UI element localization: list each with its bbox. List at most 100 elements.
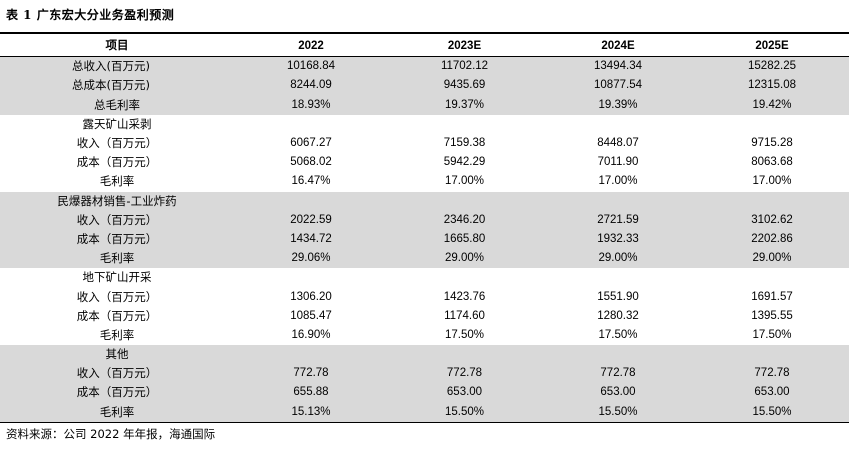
value-cell: 653.00 <box>541 383 695 403</box>
table-row: 总成本(百万元) 8244.09 9435.69 10877.54 12315.08 <box>0 76 849 96</box>
value-cell <box>695 115 849 134</box>
value-cell: 29.00% <box>541 249 695 269</box>
value-cell: 29.00% <box>388 249 541 269</box>
row-label: 毛利率 <box>0 249 234 269</box>
section-row: 民爆器材销售-工业炸药 <box>0 191 849 211</box>
bottom-rule <box>0 422 849 423</box>
value-cell: 5068.02 <box>290 156 332 169</box>
value-cell <box>234 268 388 287</box>
value-cell: 772.78 <box>541 364 695 384</box>
row-label: 收入（百万元） <box>76 136 158 151</box>
value-cell: 15.50% <box>541 402 695 422</box>
value-cell: 17.50% <box>444 328 484 341</box>
value-cell <box>541 268 695 287</box>
value-cell: 16.90% <box>291 328 331 341</box>
section-row: 露天矿山采剥 <box>0 115 849 134</box>
section-row: 地下矿山开采 <box>0 268 849 287</box>
header-cell-2022: 2022 <box>234 37 388 58</box>
table-row: 成本（百万元） 1434.72 1665.80 1932.33 2202.86 <box>0 229 849 250</box>
value-cell <box>695 268 849 287</box>
value-cell: 9435.69 <box>388 76 541 96</box>
row-label: 收入（百万元） <box>76 289 158 304</box>
value-cell <box>541 115 695 134</box>
header-cell-2023e: 2023E <box>388 37 541 58</box>
value-cell: 9715.28 <box>751 137 793 150</box>
table-row: 毛利率 16.47% 17.00% 17.00% 17.00% <box>0 172 849 191</box>
row-label: 总成本(百万元) <box>0 76 234 96</box>
value-cell: 1551.90 <box>597 290 639 303</box>
value-cell: 2721.59 <box>541 210 695 230</box>
value-cell: 1174.60 <box>444 309 485 322</box>
value-cell: 655.88 <box>234 383 388 403</box>
row-label: 成本（百万元） <box>76 155 158 170</box>
value-cell: 19.37% <box>388 95 541 115</box>
value-cell <box>234 345 388 365</box>
value-cell: 1395.55 <box>751 309 793 322</box>
table-row: 成本（百万元） 1085.47 1174.60 1280.32 1395.55 <box>0 307 849 326</box>
table-row: 收入（百万元） 772.78 772.78 772.78 772.78 <box>0 364 849 384</box>
value-cell: 1932.33 <box>541 229 695 250</box>
value-cell <box>388 345 541 365</box>
row-label: 成本（百万元） <box>76 308 158 323</box>
value-cell: 5942.29 <box>443 156 486 169</box>
value-cell: 29.00% <box>695 249 849 269</box>
value-cell <box>541 191 695 211</box>
value-cell: 19.39% <box>541 95 695 115</box>
value-cell <box>541 345 695 365</box>
value-cell: 6067.27 <box>290 137 332 150</box>
value-cell: 1434.72 <box>234 229 388 250</box>
table-row: 成本（百万元） 655.88 653.00 653.00 653.00 <box>0 383 849 403</box>
row-label: 成本（百万元） <box>0 229 234 250</box>
table-row: 总收入(百万元) 10168.84 11702.12 13494.34 15282.25 <box>0 56 849 77</box>
header-cell-2024e: 2024E <box>541 37 695 58</box>
row-label: 露天矿山采剥 <box>82 116 152 131</box>
table-row: 收入（百万元） 2022.59 2346.20 2721.59 3102.62 <box>0 210 849 230</box>
row-label: 总毛利率 <box>0 95 234 115</box>
value-cell: 653.00 <box>695 383 849 403</box>
value-cell: 15.13% <box>234 402 388 422</box>
value-cell: 7159.38 <box>443 137 486 150</box>
value-cell: 2202.86 <box>695 229 849 250</box>
table-row: 总毛利率 18.93% 19.37% 19.39% 19.42% <box>0 95 849 115</box>
header-cell-item: 项目 <box>0 37 234 58</box>
value-cell <box>695 191 849 211</box>
row-label: 地下矿山开采 <box>82 270 152 285</box>
row-label: 毛利率 <box>99 327 135 342</box>
value-cell <box>388 268 541 287</box>
value-cell <box>234 115 388 134</box>
table-row: 收入（百万元） 1306.20 1423.76 1551.90 1691.57 <box>0 287 849 306</box>
value-cell: 16.47% <box>291 175 331 188</box>
value-cell: 1423.76 <box>443 290 486 303</box>
top-rule <box>0 32 849 34</box>
value-cell: 13494.34 <box>541 56 695 77</box>
row-label: 成本（百万元） <box>0 383 234 403</box>
value-cell: 8448.07 <box>597 137 639 150</box>
row-label: 收入（百万元） <box>0 364 234 384</box>
row-label: 其他 <box>0 345 234 365</box>
value-cell: 15.50% <box>695 402 849 422</box>
value-cell: 8244.09 <box>234 76 388 96</box>
section-row: 其他 <box>0 345 849 365</box>
value-cell: 7011.90 <box>597 156 639 169</box>
row-label: 总收入(百万元) <box>0 56 234 77</box>
value-cell: 17.00% <box>444 175 484 188</box>
value-cell: 17.00% <box>598 175 638 188</box>
table-header-row: 项目 2022 2023E 2024E 2025E <box>0 37 849 58</box>
value-cell: 17.50% <box>752 328 792 341</box>
value-cell: 18.93% <box>234 95 388 115</box>
value-cell: 1665.80 <box>388 229 541 250</box>
value-cell: 1280.32 <box>597 309 639 322</box>
value-cell: 10168.84 <box>234 56 388 77</box>
forecast-table: 项目 2022 2023E 2024E 2025E 总收入(百万元) 10168.… <box>0 37 849 422</box>
table-row: 毛利率 29.06% 29.00% 29.00% 29.00% <box>0 249 849 269</box>
value-cell: 1691.57 <box>751 290 793 303</box>
header-cell-2025e: 2025E <box>695 37 849 58</box>
value-cell: 2346.20 <box>388 210 541 230</box>
value-cell: 3102.62 <box>695 210 849 230</box>
value-cell <box>388 191 541 211</box>
value-cell: 772.78 <box>388 364 541 384</box>
table-row: 成本（百万元） 5068.02 5942.29 7011.90 8063.68 <box>0 153 849 172</box>
table-row: 毛利率 16.90% 17.50% 17.50% 17.50% <box>0 326 849 345</box>
value-cell: 772.78 <box>234 364 388 384</box>
value-cell: 12315.08 <box>695 76 849 96</box>
